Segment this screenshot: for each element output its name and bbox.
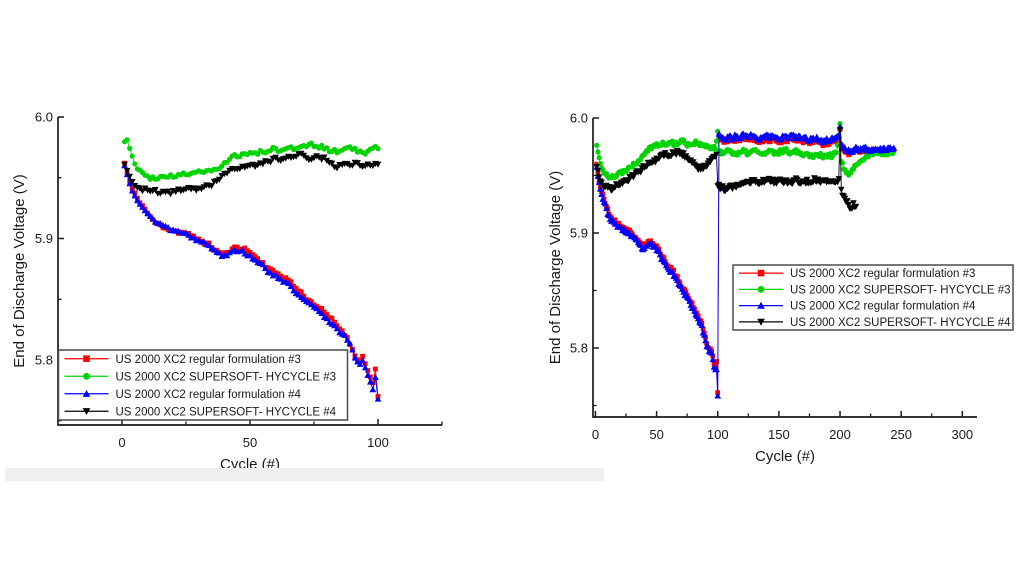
legend-triangle-up-icon [82, 390, 91, 397]
series-markers [122, 137, 381, 182]
y-tick-label: 5.9 [570, 226, 588, 241]
series-markers [594, 120, 897, 181]
legend-label: US 2000 XC2 regular formulation #3 [116, 354, 301, 366]
legend-entry: US 2000 XC2 regular formulation #4 [739, 301, 976, 313]
x-tick-label: 100 [367, 435, 389, 450]
x-tick-label: 100 [707, 427, 729, 442]
series-line [124, 139, 379, 180]
y-tick-label: 6.0 [570, 111, 588, 126]
legend-box [732, 264, 1014, 331]
x-tick-label: 50 [649, 427, 663, 442]
x-tick-label: 150 [768, 427, 790, 442]
legend-entry: US 2000 XC2 SUPERSOFT- HYCYCLE #3 [739, 284, 1011, 296]
x-tick-label: 200 [829, 427, 851, 442]
x-tick-label: 0 [118, 435, 125, 450]
legend-entry: US 2000 XC2 SUPERSOFT- HYCYCLE #4 [64, 406, 337, 418]
right-chart: 0 50 100 150 200 250 300 5.8 5.9 6.0 Cycle (#) End … [547, 111, 1014, 465]
legend-label: US 2000 XC2 SUPERSOFT- HYCYCLE #3 [790, 284, 1011, 296]
legend-label: US 2000 XC2 SUPERSOFT- HYCYCLE #3 [116, 371, 337, 383]
legend-entry: US 2000 XC2 regular formulation #3 [64, 354, 301, 366]
x-tick-label: 0 [592, 427, 599, 442]
legend: US 2000 XC2 regular formulation #3 US 200… [57, 349, 349, 421]
legend-entry: US 2000 XC2 regular formulation #3 [739, 268, 975, 280]
legend-triangle-down-icon [757, 318, 765, 326]
y-axis-label: End of Discharge Voltage (V) [11, 174, 28, 367]
legend-label: US 2000 XC2 regular formulation #3 [790, 268, 975, 280]
legend-square-icon [83, 355, 90, 362]
series-markers [593, 123, 898, 399]
x-tick-label: 50 [243, 435, 257, 450]
legend-entry: US 2000 XC2 regular formulation #4 [64, 389, 302, 401]
x-tick-label: 250 [890, 427, 912, 442]
legend-label: US 2000 XC2 regular formulation #4 [790, 301, 976, 313]
series-triangle-up [593, 123, 898, 399]
legend-entry: US 2000 XC2 SUPERSOFT- HYCYCLE #4 [739, 317, 1011, 329]
series-triangle-down [121, 150, 382, 198]
left-chart: 0 50 100 5.8 5.9 6.0 Cycle (#) End of Discharge… [11, 110, 443, 473]
series-circle [122, 137, 381, 182]
legend-square-icon [757, 269, 765, 277]
legend-circle-icon [83, 372, 90, 380]
legend-circle-icon [757, 285, 765, 293]
y-axis-label: End of Discharge Voltage (V) [547, 171, 564, 364]
x-axis-label: Cycle (#) [755, 448, 815, 465]
legend-triangle-up-icon [757, 301, 765, 309]
legend-label: US 2000 XC2 SUPERSOFT- HYCYCLE #4 [116, 406, 337, 418]
legend-entry: US 2000 XC2 SUPERSOFT- HYCYCLE #3 [64, 371, 337, 383]
axis-lines [592, 118, 977, 418]
legend-label: US 2000 XC2 regular formulation #4 [116, 389, 302, 401]
y-tick-label: 6.0 [35, 110, 53, 125]
legend-triangle-down-icon [82, 408, 91, 415]
x-axis-label: Cycle (#) [220, 456, 280, 473]
y-tick-label: 5.8 [35, 352, 53, 367]
axes: 0 50 100 150 200 250 300 5.8 5.9 6.0 [570, 111, 977, 442]
series-markers [121, 150, 382, 198]
legend-label: US 2000 XC2 SUPERSOFT- HYCYCLE #4 [790, 317, 1011, 329]
series-triangle-down [593, 126, 860, 212]
legend-box [57, 349, 349, 421]
legend: US 2000 XC2 regular formulation #3 US 200… [732, 264, 1014, 331]
x-tick-label: 300 [951, 427, 973, 442]
y-tick-label: 5.8 [570, 341, 588, 356]
y-tick-label: 5.9 [35, 231, 53, 246]
series-triangle-up [121, 162, 382, 402]
series-circle [594, 120, 897, 181]
